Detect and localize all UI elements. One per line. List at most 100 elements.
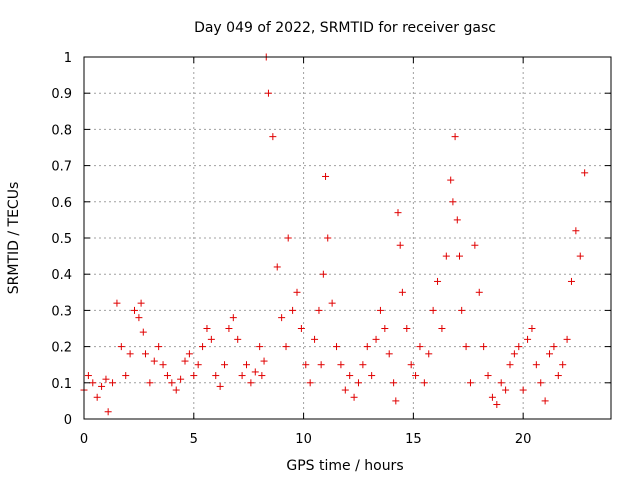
data-point xyxy=(247,379,255,387)
data-point xyxy=(581,169,589,177)
data-point xyxy=(278,314,286,322)
data-point xyxy=(438,325,446,332)
data-point xyxy=(546,350,554,358)
data-point xyxy=(554,372,562,380)
data-point xyxy=(322,172,330,180)
data-point xyxy=(394,209,402,217)
data-point xyxy=(172,386,180,394)
data-point xyxy=(212,372,220,380)
data-point xyxy=(141,350,149,358)
data-point xyxy=(269,133,277,141)
data-point xyxy=(317,361,325,369)
data-point xyxy=(576,252,584,260)
data-point xyxy=(541,397,549,405)
data-point xyxy=(109,379,117,387)
data-point xyxy=(333,343,341,351)
data-point xyxy=(297,325,305,332)
data-point xyxy=(519,386,527,394)
data-point xyxy=(117,343,125,351)
data-point xyxy=(528,325,536,332)
y-tick-label: 1 xyxy=(64,51,72,66)
data-point xyxy=(163,372,171,380)
data-point xyxy=(407,361,415,369)
data-point xyxy=(273,263,281,271)
data-point xyxy=(251,368,259,376)
data-point xyxy=(341,386,349,394)
data-point xyxy=(185,350,193,358)
y-tick-label: 0.6 xyxy=(51,196,72,211)
x-tick-label: 0 xyxy=(80,432,88,447)
data-point xyxy=(256,343,264,351)
data-point xyxy=(497,379,505,387)
data-point xyxy=(199,343,207,351)
data-point xyxy=(510,350,518,358)
data-point xyxy=(425,350,433,358)
data-point xyxy=(159,361,167,369)
data-point xyxy=(396,241,404,249)
data-point xyxy=(359,361,367,369)
data-point xyxy=(462,343,470,351)
data-point xyxy=(113,299,121,307)
data-point xyxy=(385,350,393,358)
data-point xyxy=(420,379,428,387)
data-point xyxy=(190,372,198,380)
data-point xyxy=(177,375,185,383)
data-point xyxy=(194,361,202,369)
data-point xyxy=(102,375,110,383)
data-point xyxy=(84,372,92,380)
data-point xyxy=(98,382,106,390)
data-point xyxy=(135,314,143,322)
data-point xyxy=(398,288,406,296)
data-point xyxy=(447,176,455,184)
data-points xyxy=(80,53,589,416)
data-point xyxy=(264,89,272,97)
y-tick-label: 0.8 xyxy=(51,123,72,138)
data-point xyxy=(451,133,459,141)
data-point xyxy=(455,252,463,260)
data-point xyxy=(225,325,233,332)
data-point xyxy=(311,335,319,343)
data-point xyxy=(168,379,176,387)
data-point xyxy=(350,393,358,401)
data-point xyxy=(453,216,461,224)
data-point xyxy=(567,277,575,285)
data-point xyxy=(403,325,411,332)
data-point xyxy=(260,357,268,365)
data-point xyxy=(131,306,139,314)
grid xyxy=(84,57,611,419)
data-point xyxy=(104,408,112,416)
data-point xyxy=(354,379,362,387)
data-point xyxy=(258,372,266,380)
data-point xyxy=(306,379,314,387)
data-point xyxy=(203,325,211,332)
data-point xyxy=(137,299,145,307)
data-point xyxy=(207,335,215,343)
data-point xyxy=(480,343,488,351)
data-point xyxy=(563,335,571,343)
data-point xyxy=(181,357,189,365)
y-tick-label: 0.5 xyxy=(51,232,72,247)
data-point xyxy=(346,372,354,380)
data-point xyxy=(434,277,442,285)
data-point xyxy=(537,379,545,387)
data-point xyxy=(126,350,134,358)
data-point xyxy=(471,241,479,249)
data-point xyxy=(319,270,327,278)
data-point xyxy=(515,343,523,351)
y-axis-label: SRMTID / TECUs xyxy=(6,182,22,295)
data-point xyxy=(363,343,371,351)
data-point xyxy=(289,306,297,314)
data-point xyxy=(475,288,483,296)
data-point xyxy=(572,227,580,235)
data-point xyxy=(324,234,332,242)
data-point xyxy=(502,386,510,394)
data-point xyxy=(449,198,457,206)
x-tick-label: 5 xyxy=(190,432,198,447)
data-point xyxy=(93,393,101,401)
data-point xyxy=(376,306,384,314)
y-tick-label: 0.9 xyxy=(51,87,72,102)
data-point xyxy=(429,306,437,314)
data-point xyxy=(559,361,567,369)
